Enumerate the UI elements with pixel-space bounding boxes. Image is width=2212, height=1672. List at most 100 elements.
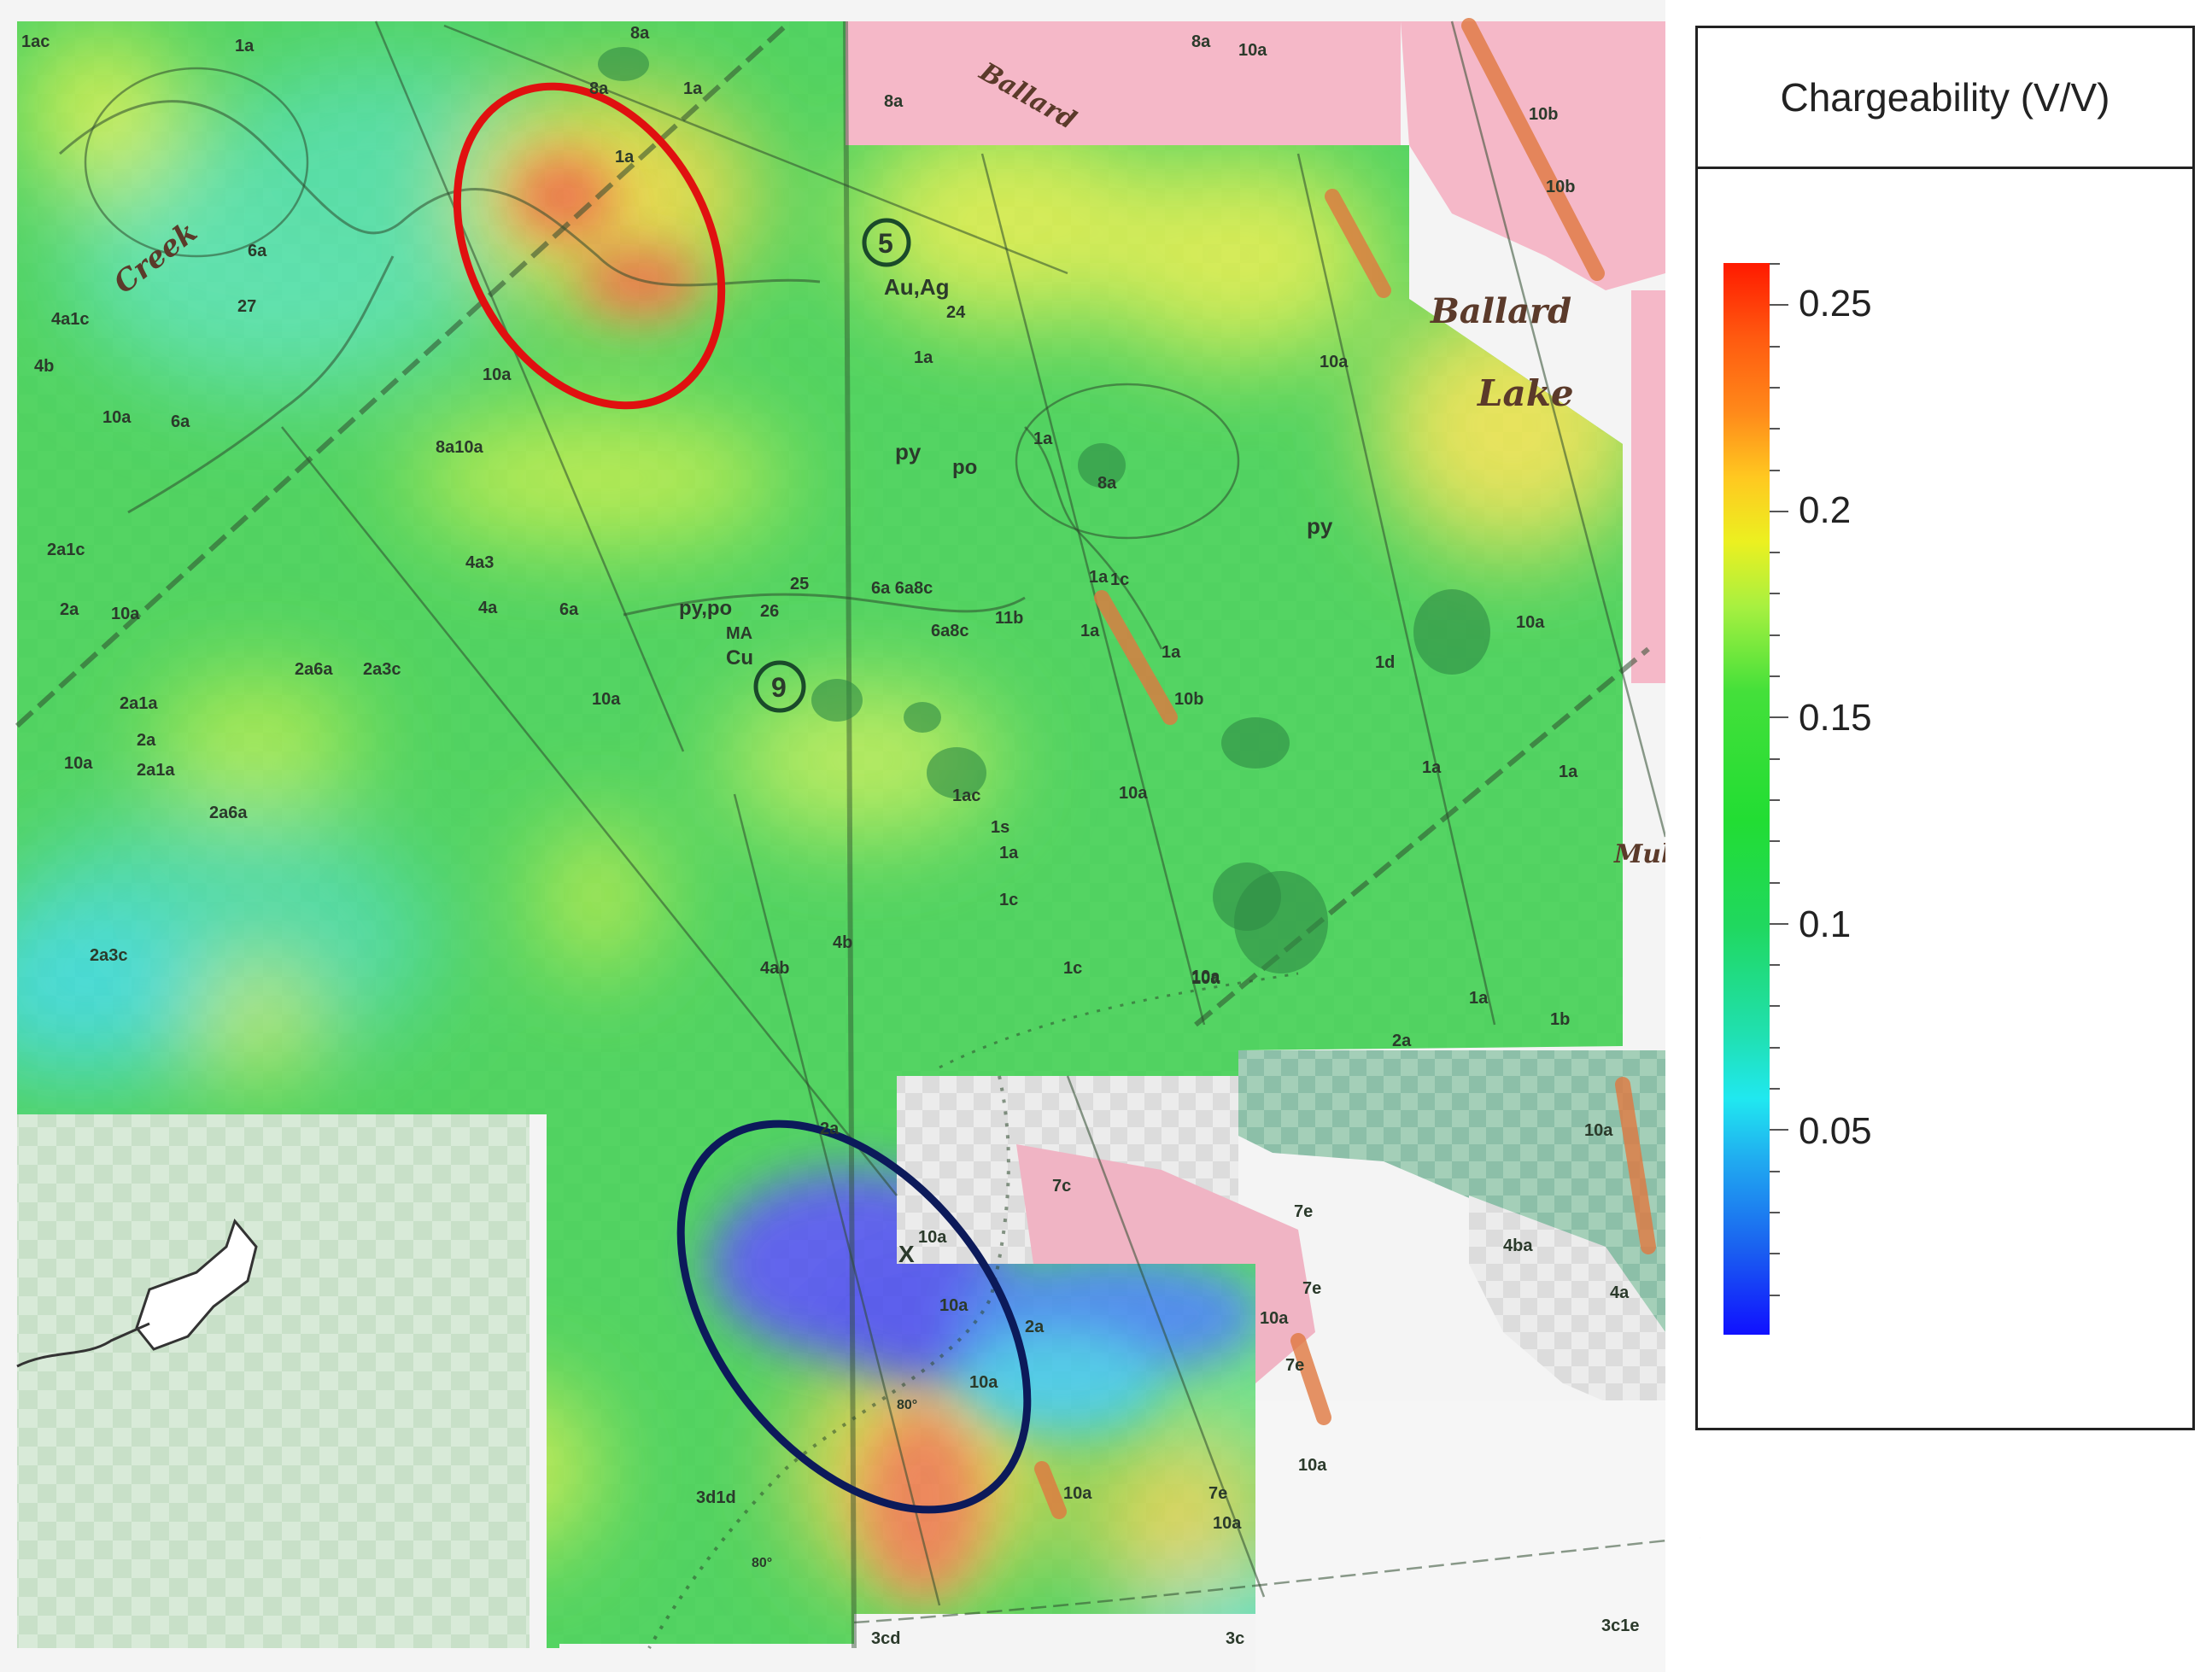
colorbar-tick: [1770, 469, 1780, 471]
unit-label: 2a: [820, 1120, 840, 1138]
unit-label: 1a: [615, 148, 635, 167]
unit-label: 6a: [171, 412, 190, 431]
unit-label: 6a: [248, 242, 267, 260]
unit-label: 1b: [1550, 1010, 1570, 1029]
dip-label: 80°: [897, 1398, 917, 1412]
unit-label: 2a: [1025, 1318, 1045, 1336]
map-right-margin: [1665, 0, 1700, 1672]
unit-label: 10a: [102, 408, 132, 427]
unit-label: 10b: [1174, 690, 1203, 709]
colorbar-tick-label: 0.2: [1799, 489, 1852, 531]
unit-label: 8a10a: [436, 438, 483, 457]
colorbar-tick: [1770, 345, 1780, 348]
unit-label: 10a: [592, 690, 621, 709]
geology-pink-unit-north: [846, 21, 1401, 145]
colorbar-tick: [1770, 304, 1788, 307]
deposit-5-circle: [862, 218, 911, 267]
unit-label: 10b: [1546, 178, 1575, 196]
unit-label: 2a1a: [120, 694, 158, 713]
unit-label: 8a: [589, 79, 609, 98]
mineral-label: Cu: [726, 646, 753, 669]
station-label: 24: [946, 303, 966, 322]
unit-label: 1a: [1469, 989, 1489, 1008]
mul-label: Mul: [1613, 839, 1671, 869]
unit-label: 1a: [1033, 430, 1053, 448]
outcrop-patches: [598, 47, 1490, 973]
unit-label: 1a: [1162, 643, 1181, 662]
unit-label: 7e: [1285, 1356, 1304, 1375]
colorbar-tick: [1770, 1253, 1780, 1255]
unit-label: 1a: [1559, 763, 1578, 781]
map-whitespace-south: [1255, 1400, 1700, 1672]
unit-label: 4a: [1610, 1283, 1630, 1302]
chargeability-colorbar: [1723, 263, 1770, 1335]
colorbar-tick: [1770, 675, 1780, 677]
unit-label: 10a: [64, 754, 93, 773]
mineral-label: py,po: [679, 597, 732, 620]
colorbar-tick: [1770, 510, 1788, 512]
unit-label: 10a: [939, 1296, 968, 1315]
unit-label: 1a: [1422, 758, 1442, 777]
colorbar-tick-label: 0.1: [1799, 903, 1852, 945]
unit-label: 3c1e: [1601, 1616, 1640, 1635]
unit-label: 10a: [1063, 1484, 1092, 1503]
unit-label: 6a8c: [931, 622, 969, 640]
mineral-label: MA: [726, 624, 752, 643]
unit-label: 1a: [1080, 622, 1100, 640]
unit-label: 10a: [111, 605, 140, 623]
unit-label: 1c: [1063, 959, 1082, 978]
unit-label: 4a1c: [51, 310, 90, 329]
unit-label: 10a: [1119, 784, 1148, 803]
unit-label: 4b: [833, 933, 852, 952]
unit-label: 4ab: [760, 959, 789, 978]
colorbar-tick: [1770, 552, 1780, 554]
colorbar-tick: [1770, 1294, 1780, 1296]
unit-label: 7e: [1302, 1279, 1321, 1298]
unit-label: 4ba: [1503, 1236, 1533, 1255]
unit-label: 1ac: [21, 32, 50, 51]
dip-label: 80°: [752, 1556, 772, 1570]
unit-label: 8a: [630, 24, 650, 43]
commodity-label: Au,Ag: [884, 274, 950, 300]
colorbar-tick: [1770, 1129, 1788, 1131]
deposit-5-label: 5: [878, 228, 893, 259]
lake-label: Lake: [1477, 372, 1574, 414]
colorbar-tick: [1770, 1088, 1780, 1090]
high-chargeability-anomaly-ellipse: [453, 82, 726, 410]
colorbar-tick: [1770, 1170, 1780, 1172]
unit-label: 10a: [918, 1228, 947, 1247]
colorbar-tick: [1770, 1005, 1780, 1008]
unit-label: 6a: [559, 600, 579, 619]
colorbar-tick-label: 0.15: [1799, 697, 1872, 739]
unit-label: 10a: [1516, 613, 1545, 632]
unit-label: 10b: [1529, 105, 1558, 124]
colorbar-tick: [1770, 964, 1780, 967]
colorbar-tick: [1770, 428, 1780, 430]
unit-label: 3c: [1226, 1629, 1244, 1648]
colorbar-tick: [1770, 757, 1780, 760]
geology-grid-area-southwest: [17, 1114, 530, 1648]
unit-label: 3cd: [871, 1629, 900, 1648]
dikes: [1034, 18, 1656, 1519]
unit-label: 2a6a: [209, 804, 248, 822]
station-label: 25: [790, 575, 809, 593]
unit-label: 10a: [1584, 1121, 1613, 1140]
unit-label: 10a: [483, 365, 512, 384]
geology-teal-unit: [1238, 1050, 1665, 1366]
station-label: 26: [760, 602, 779, 621]
colorbar-tick: [1770, 634, 1780, 636]
marker-x-label: X: [898, 1241, 915, 1267]
unit-label: 2a1a: [137, 761, 175, 780]
unit-label: 1ac: [952, 786, 980, 805]
unit-label: 1a: [999, 844, 1019, 862]
colorbar-tick: [1770, 1046, 1780, 1049]
unit-label: 10a: [1320, 353, 1349, 371]
unit-label: 8a: [884, 92, 904, 111]
unit-label: 10a: [1213, 1514, 1242, 1533]
colorbar-tick: [1770, 922, 1788, 925]
unit-label: 1d: [1375, 653, 1395, 672]
colorbar-tick-label: 0.05: [1799, 1110, 1872, 1152]
unit-label: 2a3c: [363, 660, 401, 679]
unit-label: 2a1c: [47, 541, 85, 559]
stream-southwest: [16, 1322, 150, 1368]
